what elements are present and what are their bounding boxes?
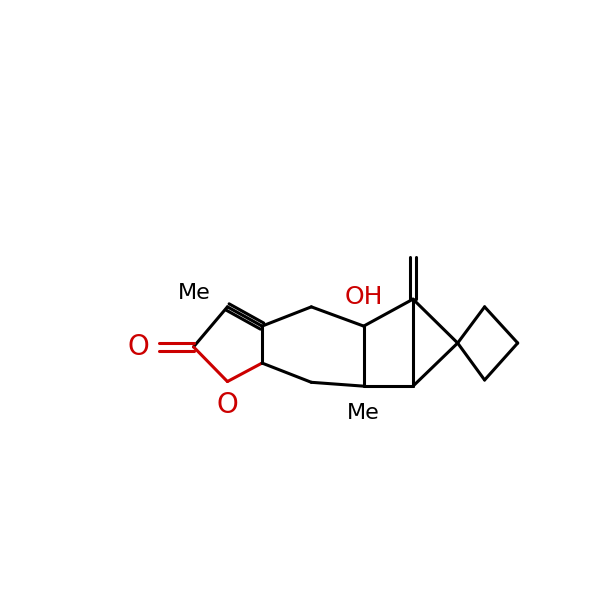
Text: O: O [217,391,238,419]
Text: Me: Me [347,403,380,423]
Text: OH: OH [344,285,383,309]
Text: O: O [128,333,149,361]
Text: Me: Me [178,283,211,303]
